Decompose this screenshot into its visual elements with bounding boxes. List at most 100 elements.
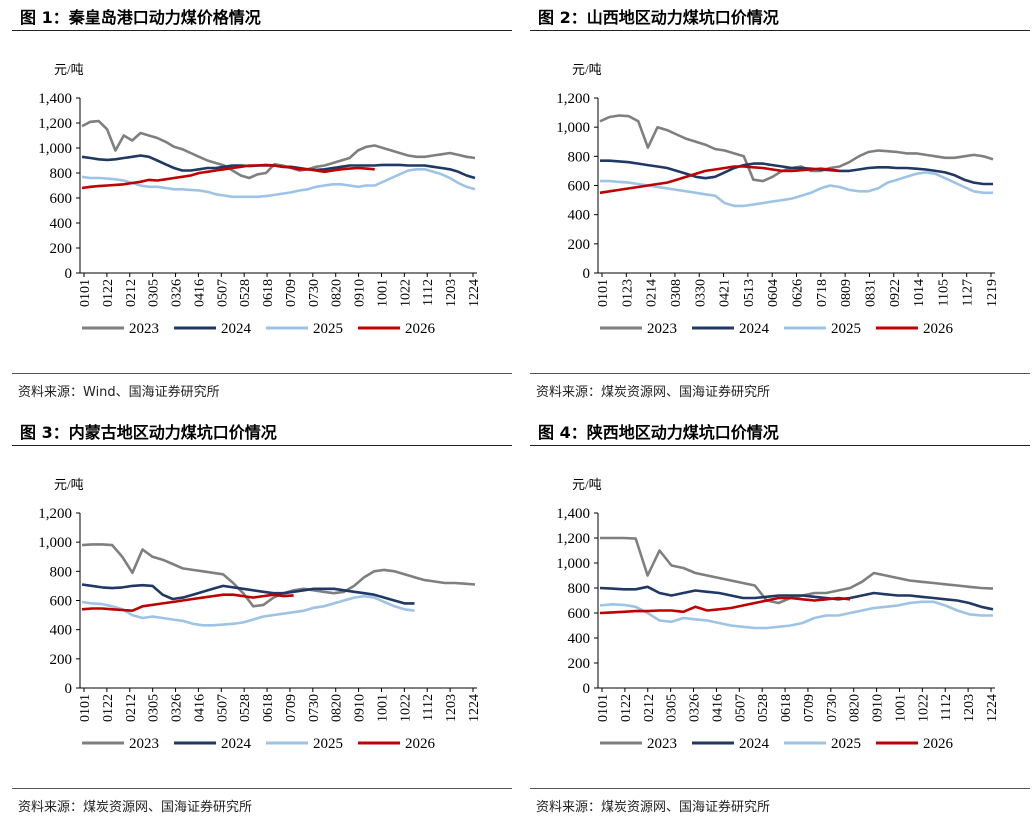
x-tick-label: 0212 xyxy=(642,694,657,722)
divider xyxy=(12,30,512,31)
x-tick-label: 0910 xyxy=(353,279,368,307)
x-tick-label: 0618 xyxy=(261,694,276,722)
x-tick-label: 1219 xyxy=(985,279,1000,307)
series-line-2025 xyxy=(599,600,993,630)
y-tick-label: 200 xyxy=(568,656,591,672)
legend-label: 2025 xyxy=(831,321,861,337)
unit-label: 元/吨 xyxy=(572,62,602,77)
x-tick-label: 0626 xyxy=(791,279,806,307)
x-tick-label: 0214 xyxy=(645,279,660,307)
y-tick-label: 600 xyxy=(50,191,73,207)
x-tick-label: 0820 xyxy=(330,694,345,722)
x-tick-label: 1127 xyxy=(961,279,976,306)
y-tick-label: 600 xyxy=(568,606,591,622)
y-tick-label: 800 xyxy=(568,581,591,597)
x-tick-label: 1105 xyxy=(936,279,951,306)
y-tick-label: 200 xyxy=(568,237,591,253)
legend-label: 2024 xyxy=(739,736,770,752)
unit-label: 元/吨 xyxy=(54,477,84,492)
x-tick-label: 1001 xyxy=(375,279,390,307)
y-tick-label: 1,200 xyxy=(556,91,590,107)
x-tick-label: 1112 xyxy=(421,694,436,721)
x-tick-label: 0709 xyxy=(284,694,299,722)
x-tick-label: 1203 xyxy=(444,694,459,722)
x-tick-label: 0730 xyxy=(825,694,840,722)
x-tick-label: 0122 xyxy=(619,694,634,722)
x-tick-label: 0618 xyxy=(779,694,794,722)
legend-label: 2026 xyxy=(405,736,436,752)
y-tick-label: 600 xyxy=(568,179,591,195)
series-line-2025 xyxy=(81,168,476,199)
y-tick-label: 400 xyxy=(568,208,591,224)
y-tick-label: 1,000 xyxy=(556,556,590,572)
legend-label: 2024 xyxy=(221,321,252,337)
x-tick-label: 0122 xyxy=(101,694,116,722)
unit-label: 元/吨 xyxy=(572,477,602,492)
y-tick-label: 0 xyxy=(65,266,73,282)
line-chart-3: 元/吨 0 200 400 600 800 1,000 1,200 0101 0122 0212 03… xyxy=(38,477,482,752)
source-note: 资料来源：Wind、国海证券研究所 xyxy=(18,385,220,400)
legend-label: 2025 xyxy=(313,736,343,752)
y-tick-label: 800 xyxy=(50,564,73,580)
x-tick-label: 0820 xyxy=(330,279,345,307)
legend-label: 2023 xyxy=(647,321,677,337)
x-tick-label: 0528 xyxy=(756,694,771,722)
series-line-2024 xyxy=(81,583,415,605)
divider xyxy=(12,373,512,374)
x-tick-label: 0101 xyxy=(596,694,611,722)
series-line-2026 xyxy=(81,593,294,612)
x-tick-label: 0212 xyxy=(124,694,139,722)
x-tick-label: 0730 xyxy=(307,694,322,722)
y-tick-label: 0 xyxy=(65,681,73,697)
x-tick-label: 0101 xyxy=(596,279,611,307)
series-line-2024 xyxy=(600,159,993,186)
y-tick-label: 400 xyxy=(50,216,73,232)
x-tick-label: 0528 xyxy=(238,279,253,307)
x-tick-label: 0507 xyxy=(215,279,230,307)
divider xyxy=(12,788,512,789)
x-tick-label: 0604 xyxy=(766,279,781,307)
x-tick-label: 0421 xyxy=(718,279,733,307)
x-tick-label: 0730 xyxy=(307,279,322,307)
x-tick-label: 1112 xyxy=(939,694,954,721)
y-tick-label: 1,200 xyxy=(38,116,72,132)
x-tick-label: 0305 xyxy=(147,279,162,307)
x-tick-label: 0513 xyxy=(742,279,757,307)
y-tick-label: 200 xyxy=(50,241,73,257)
x-tick-label: 0709 xyxy=(284,279,299,307)
x-tick-label: 0618 xyxy=(261,279,276,307)
unit-label: 元/吨 xyxy=(54,62,84,77)
x-tick-label: 0416 xyxy=(710,694,725,722)
panel-title: 图 2：山西地区动力煤坑口价情况 xyxy=(538,8,779,27)
chart-panel-1: 图 1：秦皇岛港口动力煤价格情况 元/吨 0 200 400 600 800 1,000 1,… xyxy=(12,0,512,400)
divider xyxy=(530,788,1030,789)
legend-label: 2025 xyxy=(313,321,343,337)
panel-title: 图 1：秦皇岛港口动力煤价格情况 xyxy=(20,8,261,27)
legend-label: 2023 xyxy=(647,736,677,752)
divider xyxy=(530,373,1030,374)
x-tick-label: 1224 xyxy=(467,694,482,722)
x-tick-label: 0326 xyxy=(170,694,185,722)
x-tick-label: 1224 xyxy=(985,694,1000,722)
x-tick-label: 0809 xyxy=(839,279,854,307)
legend-label: 2026 xyxy=(923,321,954,337)
x-tick-label: 0416 xyxy=(192,694,207,722)
y-tick-label: 1,000 xyxy=(556,120,590,136)
chart-panel-2: 图 2：山西地区动力煤坑口价情况 元/吨 0 200 400 600 800 1,000 1,… xyxy=(530,0,1030,400)
x-tick-label: 0416 xyxy=(192,279,207,307)
x-tick-label: 1203 xyxy=(444,279,459,307)
x-tick-label: 1224 xyxy=(467,279,482,307)
source-note: 资料来源：煤炭资源网、国海证券研究所 xyxy=(18,800,253,815)
y-tick-label: 0 xyxy=(583,681,591,697)
y-tick-label: 800 xyxy=(50,166,73,182)
x-tick-label: 0831 xyxy=(863,279,878,307)
x-tick-label: 0305 xyxy=(665,694,680,722)
series-line-2026 xyxy=(599,596,851,615)
x-tick-label: 1014 xyxy=(912,279,927,307)
x-tick-label: 0330 xyxy=(693,279,708,307)
x-tick-label: 1022 xyxy=(398,694,413,722)
x-tick-label: 0326 xyxy=(170,279,185,307)
y-tick-label: 0 xyxy=(583,266,591,282)
x-tick-label: 0305 xyxy=(147,694,162,722)
x-tick-label: 0308 xyxy=(669,279,684,307)
